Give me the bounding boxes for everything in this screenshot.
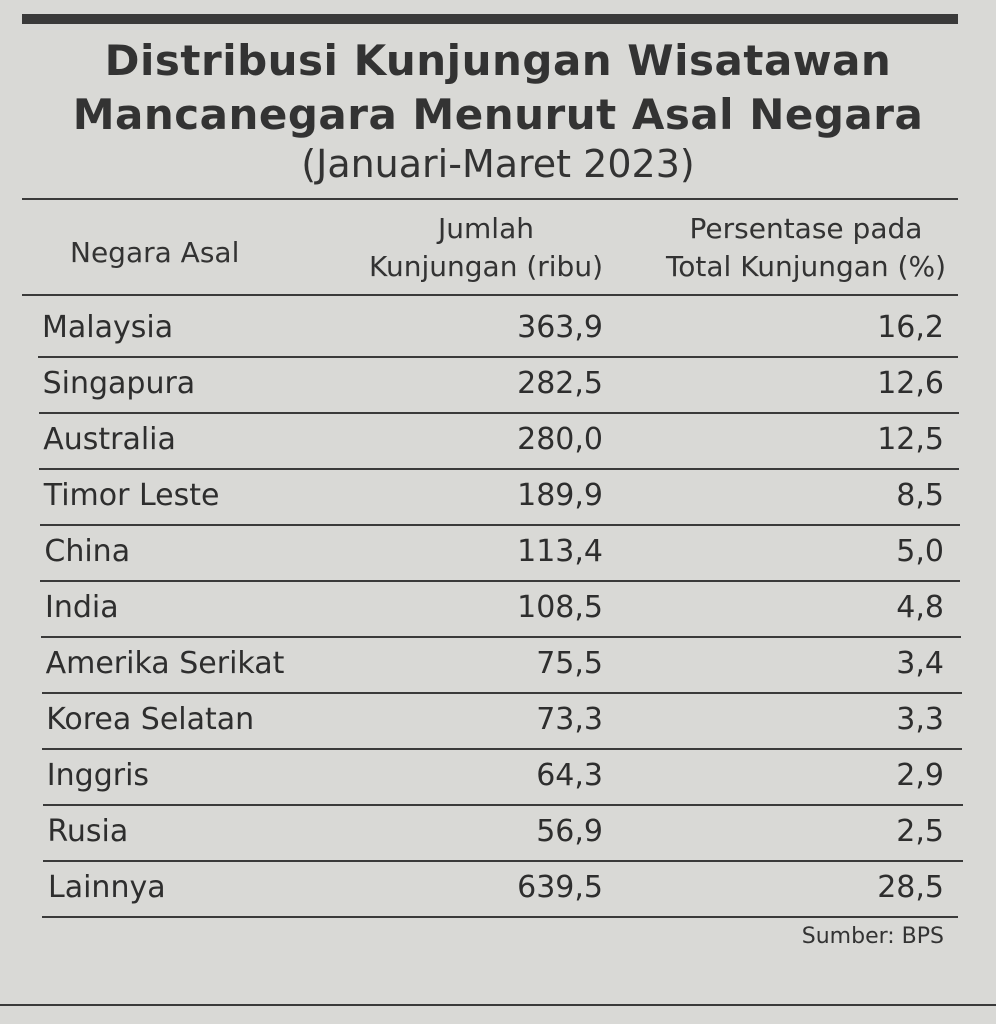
- visits: 108,5: [517, 590, 603, 625]
- table-bottom-rule: [42, 916, 958, 918]
- visits: 189,9: [517, 478, 603, 513]
- percentage: 8,5: [896, 478, 944, 513]
- visits: 282,5: [517, 366, 603, 401]
- country: Singapura: [42, 366, 196, 401]
- country: Korea Selatan: [46, 702, 255, 737]
- source: Sumber: BPS: [801, 924, 944, 949]
- country: Amerika Serikat: [45, 646, 285, 681]
- row-rule: [39, 524, 960, 526]
- bottom-rule: [0, 1004, 996, 1006]
- visits: 639,5: [517, 870, 603, 905]
- column-header: Persentase pada Total Kunjungan (%): [666, 210, 946, 286]
- country: Inggris: [46, 758, 150, 793]
- row-rule: [42, 748, 963, 750]
- country: Malaysia: [42, 310, 174, 345]
- row-rule: [40, 580, 961, 582]
- percentage: 2,5: [896, 814, 944, 849]
- country: India: [45, 590, 119, 625]
- header-line: Persentase pada: [689, 212, 923, 245]
- row-rule: [38, 356, 958, 358]
- visits: 75,5: [536, 646, 603, 681]
- country: Rusia: [47, 814, 129, 849]
- percentage: 2,9: [896, 758, 944, 793]
- row-rule: [38, 412, 959, 414]
- percentage: 12,6: [877, 366, 944, 401]
- percentage: 12,5: [877, 422, 944, 457]
- visits: 64,3: [536, 758, 603, 793]
- row-rule: [42, 804, 963, 806]
- visits: 56,9: [536, 814, 603, 849]
- title-line: Distribusi Kunjungan Wisatawan: [104, 36, 892, 85]
- row-rule: [43, 860, 964, 862]
- visits: 73,3: [536, 702, 603, 737]
- percentage: 4,8: [896, 590, 944, 625]
- percentage: 28,5: [877, 870, 944, 905]
- percentage: 5,0: [896, 534, 944, 569]
- column-header: Negara Asal: [70, 236, 240, 269]
- visits: 363,9: [517, 310, 603, 345]
- header-rule: [22, 294, 958, 296]
- header-line: Total Kunjungan (%): [665, 250, 946, 283]
- country: Lainnya: [48, 870, 166, 905]
- top-rule: [22, 14, 958, 24]
- country: Australia: [43, 422, 176, 457]
- header-line: Jumlah: [438, 212, 534, 245]
- country: Timor Leste: [43, 478, 220, 513]
- title-line: Mancanegara Menurut Asal Negara: [72, 90, 924, 139]
- percentage: 3,4: [896, 646, 944, 681]
- visits: 280,0: [517, 422, 603, 457]
- row-rule: [41, 692, 962, 694]
- country: China: [44, 534, 131, 569]
- visits: 113,4: [517, 534, 603, 569]
- header-line: Kunjungan (ribu): [369, 250, 603, 283]
- percentage: 16,2: [877, 310, 944, 345]
- column-header: Jumlah Kunjungan (ribu): [369, 210, 603, 286]
- row-rule: [41, 636, 961, 638]
- row-rule: [39, 468, 960, 470]
- subtitle: (Januari-Maret 2023): [301, 142, 695, 186]
- header-rule: [22, 198, 958, 200]
- percentage: 3,3: [896, 702, 944, 737]
